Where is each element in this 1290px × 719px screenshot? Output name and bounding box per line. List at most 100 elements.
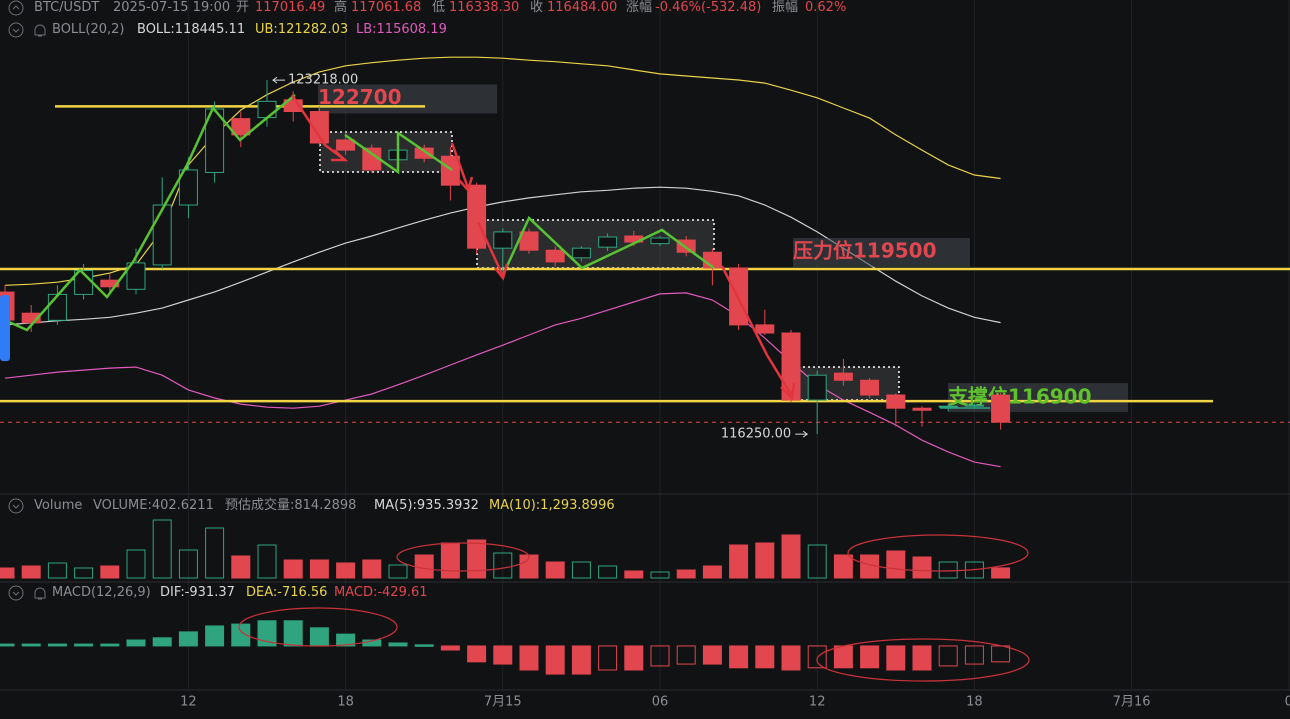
macd-bar	[257, 620, 277, 647]
value: BOLL:118445.11	[137, 22, 246, 37]
macd-bar	[781, 645, 801, 671]
macd-bar	[938, 645, 958, 667]
collapse-icon[interactable]	[8, 0, 24, 16]
zigzag	[0, 94, 296, 332]
collapse-icon[interactable]	[8, 22, 24, 38]
ellipse	[238, 607, 398, 647]
candle-body	[938, 405, 958, 408]
macd-bar	[178, 631, 198, 647]
pointer-arrow	[795, 430, 809, 438]
macd-bar	[755, 645, 775, 669]
label: 收	[530, 0, 544, 15]
ellipse	[396, 542, 530, 572]
macd-bar	[336, 633, 356, 647]
collapse-icon[interactable]	[8, 498, 24, 514]
candle-body	[755, 324, 775, 334]
candle-body	[860, 379, 880, 396]
macd-bar	[833, 645, 853, 669]
volume-bar	[21, 565, 41, 579]
volume-bar	[362, 559, 382, 579]
volume-bar	[309, 559, 329, 579]
macd-bar	[205, 625, 225, 647]
chevron	[12, 5, 20, 10]
macd-bar	[0, 643, 15, 647]
macd-bar	[231, 623, 251, 647]
x-tick-label: 06	[652, 695, 669, 710]
x-tick-label: 7月16	[1113, 695, 1151, 710]
x-tick-label: 0	[1285, 695, 1290, 710]
macd-bar	[519, 645, 539, 671]
macd-bar	[493, 645, 513, 665]
volume-bar	[0, 567, 15, 579]
macd-bar	[571, 645, 591, 675]
value: MACD:-429.61	[334, 585, 428, 600]
x-tick-label: 12	[180, 695, 197, 710]
indicator-name: BOLL(20,2)	[52, 22, 125, 37]
candle-body	[781, 332, 801, 401]
x-tick-label: 18	[966, 695, 983, 710]
volume-bar	[545, 561, 565, 579]
macd-bar	[283, 620, 303, 647]
bell-icon	[34, 24, 46, 37]
time: 2025-07-15 19:00	[113, 0, 231, 15]
collapse-icon[interactable]	[8, 585, 24, 601]
macd-row: MACD(12,26,9) DIF:-931.37 DEA:-716.56 MA…	[0, 585, 600, 601]
label: 开	[236, 0, 250, 15]
macd-bar	[624, 645, 644, 671]
candle-body	[833, 372, 853, 381]
volume-bar	[886, 550, 906, 579]
volume-row: Volume VOLUME:402.6211 预估成交量:814.2898 MA…	[0, 498, 700, 514]
arrow-head	[494, 263, 509, 281]
volume-bar	[100, 565, 120, 579]
indicator-name: MACD(12,26,9)	[52, 585, 151, 600]
macd-bar	[414, 644, 434, 647]
volume-bar	[414, 554, 434, 579]
volume-bar	[178, 549, 198, 579]
value: 预估成交量:814.2898	[225, 498, 357, 513]
candle-body	[493, 231, 513, 249]
macd-bar	[912, 645, 932, 671]
value: 117061.68	[351, 0, 422, 15]
macd-bar	[21, 643, 41, 647]
volume-bar	[912, 556, 932, 579]
header-row: BTC/USDT 2025-07-15 19:00 开 117016.49 高 …	[0, 0, 1290, 16]
level-label-box	[793, 238, 970, 268]
macd-bar	[309, 627, 329, 647]
ellipse	[847, 534, 1029, 572]
candle-body	[152, 204, 172, 266]
candle-body	[100, 279, 120, 288]
label: 高	[334, 0, 348, 15]
level-label: 支撑位116900	[948, 385, 1092, 409]
volume-bar	[47, 562, 67, 579]
level-label-box	[318, 84, 497, 114]
value: LB:115608.19	[356, 22, 447, 37]
volume-bar	[650, 571, 670, 579]
volume-bar	[571, 561, 591, 579]
volume-bar	[624, 570, 644, 579]
volume-bar	[126, 549, 146, 579]
volume-bar	[807, 544, 827, 579]
candle-body	[598, 236, 618, 248]
label: 振幅	[772, 0, 799, 15]
macd-bar	[152, 637, 172, 647]
volume-bar	[702, 565, 722, 579]
macd-bar	[702, 645, 722, 665]
macd-bar	[807, 645, 827, 669]
macd-bar	[440, 645, 460, 651]
value: VOLUME:402.6211	[93, 498, 214, 513]
volume-bar	[152, 519, 172, 579]
trend-drawings	[0, 94, 990, 409]
indicator-name: Volume	[34, 498, 83, 513]
arrow	[720, 265, 794, 397]
side-tab[interactable]	[0, 295, 10, 361]
candle-body	[807, 374, 827, 401]
chevron	[12, 28, 20, 33]
volume-bar	[493, 552, 513, 579]
value: MA(10):1,293.8996	[489, 498, 615, 513]
pane-icons	[8, 0, 46, 601]
macd-bar	[886, 645, 906, 671]
highlight-ellipses	[238, 534, 1030, 682]
arrow-head	[331, 149, 349, 162]
candle-body	[47, 293, 67, 321]
